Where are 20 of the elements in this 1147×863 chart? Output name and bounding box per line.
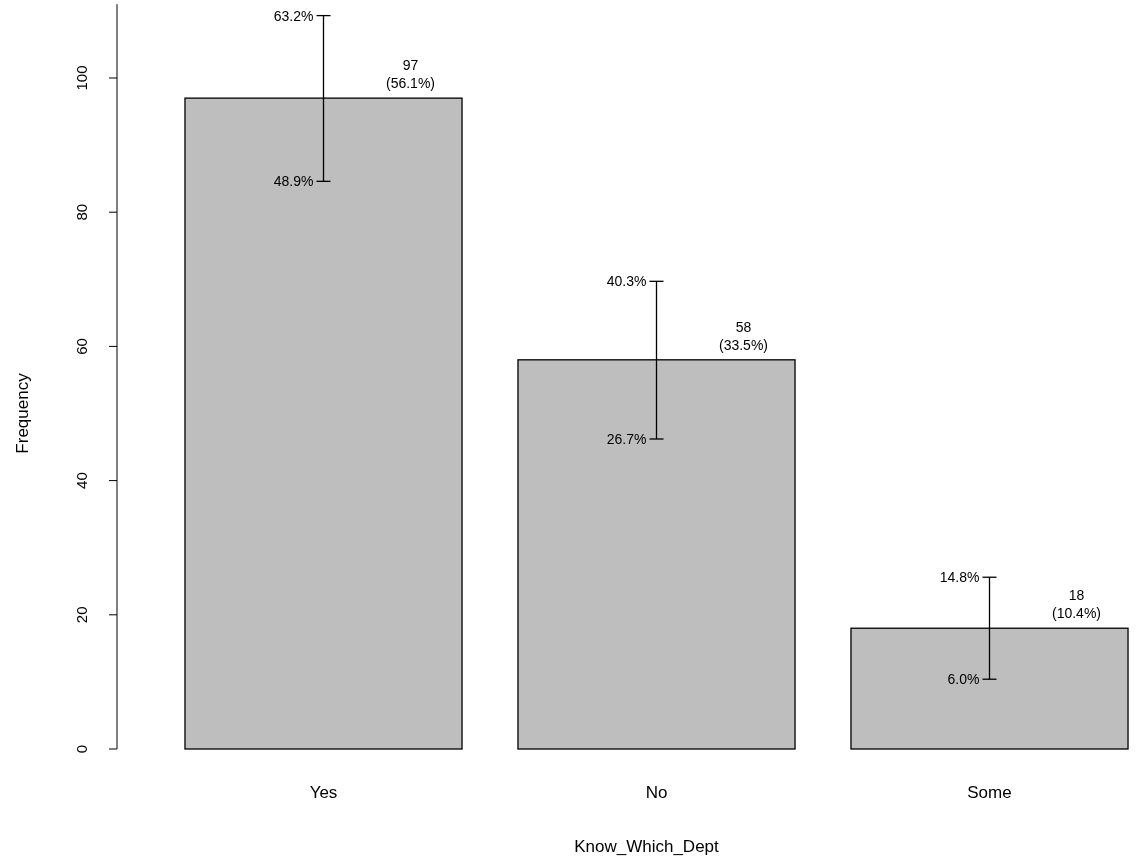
data-label: 18 (10.4%) xyxy=(1051,587,1102,622)
annotation: 26.7% xyxy=(606,431,647,447)
y-axis-title: Frequency xyxy=(13,372,32,454)
data-label: 58 (33.5%) xyxy=(718,318,769,353)
annotation: 63.2% xyxy=(273,7,314,24)
y-tick-label: 60 xyxy=(72,338,90,355)
y-tick-label: 20 xyxy=(72,606,90,624)
x-tick-label: No xyxy=(645,783,668,802)
x-tick-label: Yes xyxy=(309,783,338,802)
annotation: 6.0% xyxy=(947,671,980,688)
y-tick-label: 0 xyxy=(72,744,90,754)
y-tick-label: 80 xyxy=(72,203,90,221)
data-label: 97 (56.1%) xyxy=(385,57,436,92)
annotation: 48.9% xyxy=(273,173,314,190)
y-tick-label: 100 xyxy=(72,65,90,91)
y-tick-label: 40 xyxy=(72,472,90,489)
x-tick-label: Some xyxy=(967,783,1012,802)
annotation: 40.3% xyxy=(606,273,647,290)
annotation: 14.8% xyxy=(939,569,980,586)
x-axis-title: Know_Which_Dept xyxy=(574,837,720,856)
